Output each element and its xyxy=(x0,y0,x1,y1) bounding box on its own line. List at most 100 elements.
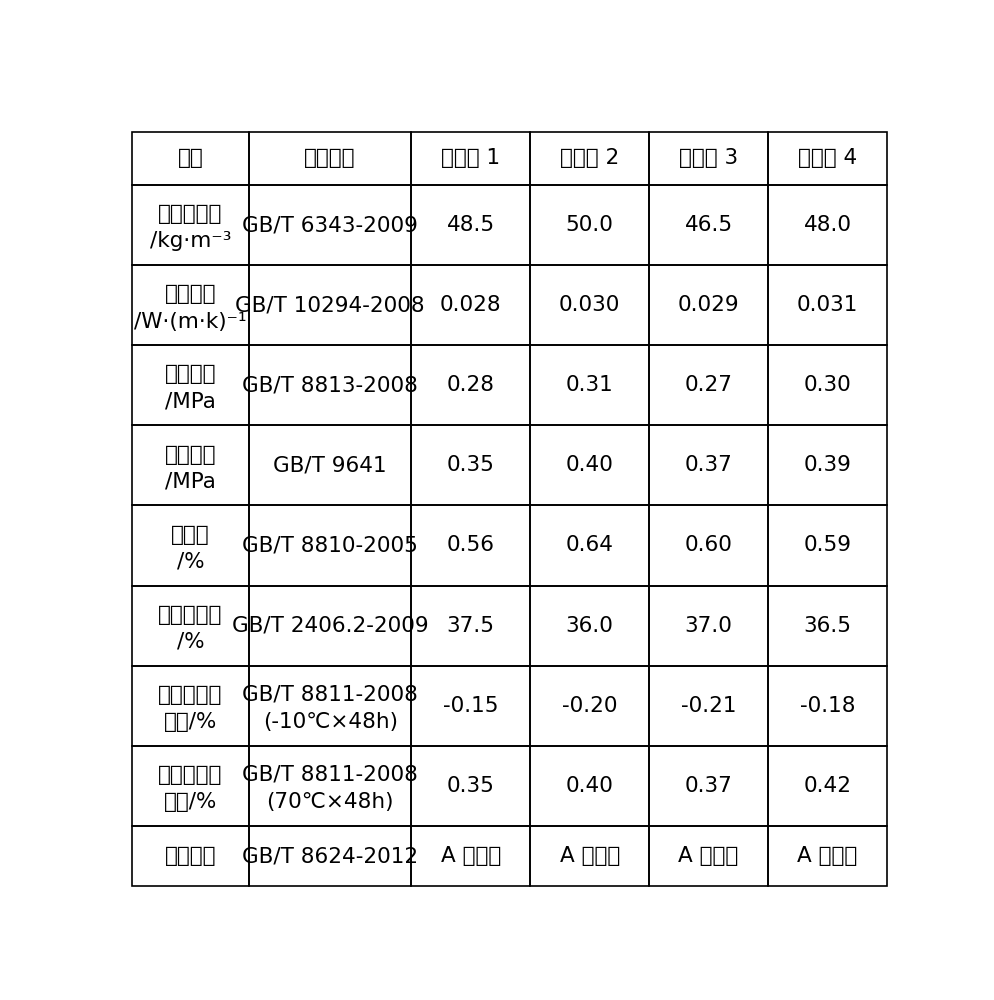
Text: GB/T 8813-2008: GB/T 8813-2008 xyxy=(243,375,418,395)
Text: A 级不燃: A 级不燃 xyxy=(560,846,620,866)
Bar xyxy=(132,425,248,505)
Text: GB/T 9641: GB/T 9641 xyxy=(273,455,387,475)
Text: 实施例 3: 实施例 3 xyxy=(679,148,739,168)
Text: 吸水率: 吸水率 xyxy=(171,525,210,545)
Bar xyxy=(530,586,649,666)
Bar xyxy=(530,666,649,746)
Text: 测试标准: 测试标准 xyxy=(304,148,356,168)
Bar xyxy=(412,746,530,826)
Bar xyxy=(768,746,887,826)
Text: 48.0: 48.0 xyxy=(803,215,852,235)
Bar xyxy=(768,185,887,265)
Bar xyxy=(412,345,530,425)
Text: 拉伸强度: 拉伸强度 xyxy=(165,445,217,465)
Text: 压缩强度: 压缩强度 xyxy=(165,364,217,384)
Bar xyxy=(248,265,412,345)
Bar xyxy=(768,586,887,666)
Bar xyxy=(132,345,248,425)
Text: 0.029: 0.029 xyxy=(678,295,740,315)
Text: 0.35: 0.35 xyxy=(446,776,495,796)
Bar xyxy=(649,586,768,666)
Text: 0.42: 0.42 xyxy=(803,776,852,796)
Text: 0.37: 0.37 xyxy=(685,455,733,475)
Text: -0.18: -0.18 xyxy=(800,696,855,716)
Text: 0.39: 0.39 xyxy=(803,455,852,475)
Bar xyxy=(412,666,530,746)
Text: 37.5: 37.5 xyxy=(446,616,495,636)
Bar xyxy=(768,826,887,886)
Text: /MPa: /MPa xyxy=(165,392,216,412)
Bar xyxy=(248,505,412,586)
Text: 0.27: 0.27 xyxy=(685,375,733,395)
Bar xyxy=(768,505,887,586)
Bar xyxy=(530,345,649,425)
Bar xyxy=(649,425,768,505)
Bar xyxy=(132,505,248,586)
Bar xyxy=(248,746,412,826)
Bar xyxy=(248,666,412,746)
Text: 48.5: 48.5 xyxy=(446,215,495,235)
Bar xyxy=(649,132,768,185)
Text: 0.60: 0.60 xyxy=(685,535,733,555)
Text: 0.31: 0.31 xyxy=(566,375,613,395)
Bar xyxy=(248,586,412,666)
Bar xyxy=(412,586,530,666)
Text: /%: /% xyxy=(177,552,205,572)
Text: 表观芯密度: 表观芯密度 xyxy=(158,204,223,224)
Bar xyxy=(649,265,768,345)
Text: 高温尺寸稳: 高温尺寸稳 xyxy=(158,765,223,785)
Text: /%: /% xyxy=(177,632,205,652)
Text: 导热系数: 导热系数 xyxy=(165,284,217,304)
Bar xyxy=(530,132,649,185)
Bar xyxy=(768,425,887,505)
Bar xyxy=(530,265,649,345)
Text: /MPa: /MPa xyxy=(165,472,216,492)
Text: GB/T 8810-2005: GB/T 8810-2005 xyxy=(243,535,418,555)
Text: GB/T 8811-2008: GB/T 8811-2008 xyxy=(243,685,418,705)
Text: /kg·m⁻³: /kg·m⁻³ xyxy=(150,231,232,251)
Bar xyxy=(412,132,530,185)
Text: (-10℃×48h): (-10℃×48h) xyxy=(262,712,398,732)
Bar xyxy=(768,666,887,746)
Text: 0.64: 0.64 xyxy=(566,535,613,555)
Text: 定性/%: 定性/% xyxy=(164,712,217,732)
Text: 0.031: 0.031 xyxy=(797,295,858,315)
Text: 36.5: 36.5 xyxy=(803,616,852,636)
Text: 46.5: 46.5 xyxy=(685,215,733,235)
Text: 0.37: 0.37 xyxy=(685,776,733,796)
Bar xyxy=(649,746,768,826)
Text: 实施例 4: 实施例 4 xyxy=(798,148,857,168)
Bar xyxy=(248,826,412,886)
Text: (70℃×48h): (70℃×48h) xyxy=(266,792,394,812)
Bar xyxy=(132,826,248,886)
Bar xyxy=(768,132,887,185)
Text: GB/T 8811-2008: GB/T 8811-2008 xyxy=(243,765,418,785)
Text: 0.56: 0.56 xyxy=(446,535,495,555)
Text: GB/T 6343-2009: GB/T 6343-2009 xyxy=(243,215,418,235)
Bar xyxy=(248,345,412,425)
Bar xyxy=(132,586,248,666)
Text: 50.0: 50.0 xyxy=(566,215,613,235)
Bar xyxy=(649,505,768,586)
Text: A 级不燃: A 级不燃 xyxy=(679,846,739,866)
Bar xyxy=(412,505,530,586)
Text: /W·(m·k)⁻¹: /W·(m·k)⁻¹ xyxy=(134,312,247,332)
Bar xyxy=(132,185,248,265)
Bar xyxy=(649,666,768,746)
Text: 0.030: 0.030 xyxy=(559,295,620,315)
Text: GB/T 2406.2-2009: GB/T 2406.2-2009 xyxy=(232,616,428,636)
Text: 36.0: 36.0 xyxy=(566,616,613,636)
Bar xyxy=(530,185,649,265)
Text: -0.21: -0.21 xyxy=(681,696,737,716)
Bar xyxy=(649,345,768,425)
Bar xyxy=(412,185,530,265)
Bar xyxy=(248,425,412,505)
Text: 极限氧指数: 极限氧指数 xyxy=(158,605,223,625)
Text: 37.0: 37.0 xyxy=(685,616,733,636)
Text: 0.40: 0.40 xyxy=(566,776,613,796)
Text: 0.35: 0.35 xyxy=(446,455,495,475)
Text: 定性/%: 定性/% xyxy=(164,792,217,812)
Bar xyxy=(530,505,649,586)
Text: GB/T 8624-2012: GB/T 8624-2012 xyxy=(243,846,418,866)
Text: 实施例 1: 实施例 1 xyxy=(441,148,500,168)
